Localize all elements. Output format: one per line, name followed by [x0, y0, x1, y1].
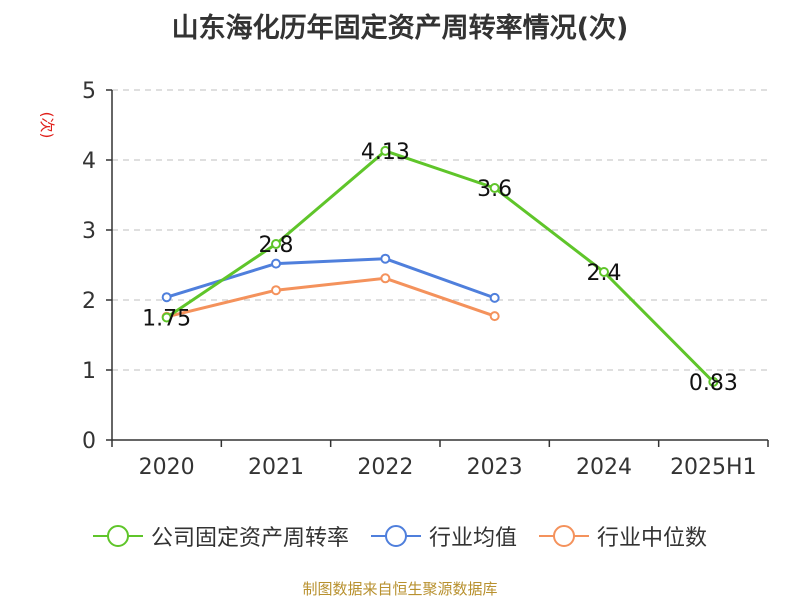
- legend-swatch-icon: [92, 524, 143, 548]
- y-tick-label: 5: [82, 79, 96, 104]
- legend-label: 公司固定资产周转率: [150, 526, 349, 551]
- legend: 公司固定资产周转率 行业均值 行业中位数: [0, 520, 800, 552]
- legend-item[interactable]: 公司固定资产周转率: [92, 520, 349, 552]
- legend-item[interactable]: 行业均值: [370, 520, 517, 552]
- y-tick-label: 3: [82, 219, 96, 244]
- data-label: 2.4: [587, 261, 622, 286]
- x-tick-label: 2023: [467, 455, 523, 480]
- data-point: [489, 183, 500, 193]
- data-point: [489, 292, 500, 303]
- data-point: [271, 239, 281, 249]
- y-tick-label: 0: [82, 429, 96, 454]
- x-tick-label: 2021: [248, 455, 304, 480]
- y-tick-label: 4: [82, 149, 96, 174]
- legend-item[interactable]: 行业中位数: [539, 520, 707, 552]
- grid-lines: [112, 89, 768, 371]
- data-label: 2.8: [259, 233, 294, 258]
- data-point: [708, 376, 719, 387]
- data-label: 4.13: [361, 140, 410, 165]
- x-tick-label: 2025H1: [670, 455, 757, 480]
- y-axis-label: (次): [38, 112, 56, 139]
- axes: 0 1 2 3 4 5 (次) 2020 2021 2022 2023 2024 2025H1: [38, 79, 769, 480]
- x-tick-label: 2020: [139, 455, 195, 480]
- series-lines: [161, 145, 719, 387]
- data-label: 1.75: [142, 307, 191, 332]
- data-label: 0.83: [689, 371, 738, 396]
- data-point: [489, 311, 500, 322]
- legend-label: 行业均值: [428, 526, 517, 551]
- legend-swatch-icon: [370, 524, 421, 548]
- series-line-1: [165, 149, 715, 383]
- x-tick-label: 2024: [576, 455, 632, 480]
- x-tick-label: 2022: [357, 455, 413, 480]
- data-point: [161, 312, 172, 323]
- data-point: [271, 258, 281, 269]
- data-point: [161, 292, 172, 303]
- data-label: 3.6: [477, 177, 512, 202]
- series-line-3: [166, 276, 496, 319]
- chart-title: 山东海化历年固定资产周转率情况(次): [171, 13, 629, 44]
- source-note: 制图数据来自恒生聚源数据库: [302, 580, 498, 598]
- series-line-2: [166, 257, 496, 300]
- data-point: [380, 145, 391, 156]
- data-point: [380, 273, 391, 284]
- legend-label: 行业中位数: [597, 526, 708, 551]
- y-tick-label: 2: [82, 289, 96, 314]
- data-point: [599, 267, 609, 277]
- data-point: [271, 285, 281, 296]
- legend-swatch-icon: [539, 524, 589, 548]
- data-labels: 1.75 2.8 4.13 3.6 2.4 0.83: [142, 140, 738, 396]
- y-tick-label: 1: [82, 359, 96, 384]
- data-point: [380, 253, 391, 264]
